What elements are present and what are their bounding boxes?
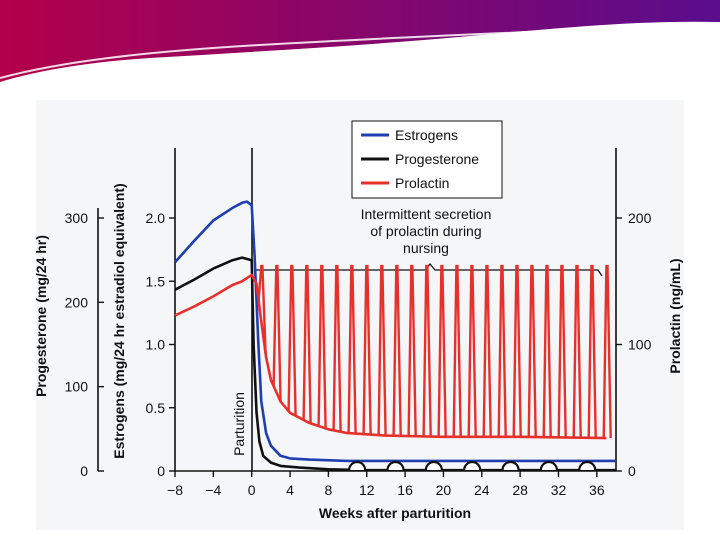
- prolactin-pulse: [437, 264, 447, 437]
- progesterone-tick-label: 100: [65, 379, 89, 395]
- progesterone-axis: 0 100 200 300: [65, 208, 104, 479]
- x-axis: −8 −4 0 4 8 12 16 20 24 28 32 36 Weeks after parturi…: [167, 471, 605, 521]
- prolactin-axis: 0 100 200: [616, 210, 652, 479]
- nursing-marker-arch: [424, 460, 443, 471]
- prolactin-pulse: [302, 264, 312, 424]
- prolactin-pulse: [572, 264, 582, 438]
- prolactin-pulse: [362, 264, 372, 435]
- estrogens-tick-label: 0.5: [146, 400, 166, 416]
- slide-header-banner: [0, 0, 720, 87]
- prolactin-pulse: [602, 264, 612, 439]
- prolactin-pulse: [287, 264, 297, 416]
- nursing-marker-arch: [348, 460, 367, 471]
- prolactin-pulse: [377, 264, 387, 436]
- legend-items: Estrogens Progesterone Prolactin: [361, 127, 479, 191]
- estrogens-tick-label: 1.0: [146, 337, 166, 353]
- prolactin-pulse: [587, 264, 597, 439]
- estrogens-axis: 0 0.5 1.0 1.5 2.0: [146, 210, 175, 479]
- estrogens-legend-label: Estrogens: [395, 127, 458, 143]
- x-tick-label: 8: [324, 482, 332, 498]
- x-tick-label: 16: [397, 482, 413, 498]
- x-tick-label: 36: [589, 482, 605, 498]
- prolactin-pulse: [452, 264, 462, 437]
- nursing-marker-arch: [463, 460, 482, 471]
- prolactin-pulse: [317, 264, 327, 429]
- nursing-markers: [348, 460, 597, 471]
- progesterone-tick-label: 300: [65, 210, 89, 226]
- x-tick-label: 20: [436, 482, 452, 498]
- prolactin-pulse: [347, 264, 357, 434]
- nursing-marker-arch: [539, 460, 558, 471]
- estrogens-tick-label: 2.0: [146, 210, 166, 226]
- banner-swoosh-3: [39, 35, 720, 87]
- prolactin-axis-title: Prolactin (ng/mL): [667, 258, 683, 373]
- progesterone-axis-title: Progesterone (mg/24 hr): [33, 235, 49, 397]
- progesterone-tick-label: 0: [80, 463, 88, 479]
- progesterone-tick-label: 200: [65, 294, 89, 310]
- nursing-annotation: Intermittent secretion of prolactin durin…: [361, 206, 492, 256]
- prolactin-pulse: [512, 264, 522, 437]
- nursing-marker-arch: [386, 460, 405, 471]
- nursing-annotation-line: of prolactin during: [370, 223, 481, 239]
- legend: Estrogens Progesterone Prolactin: [351, 120, 503, 199]
- prolactin-pulse: [527, 264, 537, 438]
- prolactin-pulse: [407, 264, 417, 437]
- prolactin-pulse: [392, 264, 402, 436]
- banner-wave: [0, 0, 720, 82]
- x-tick-label: 0: [248, 482, 256, 498]
- banner-swoosh-2: [9, 29, 720, 85]
- estrogens-tick-label: 1.5: [146, 273, 166, 289]
- prolactin-pulse: [332, 264, 342, 432]
- series-lines: [174, 200, 616, 472]
- prolactin-tick-label: 0: [628, 463, 636, 479]
- x-tick-label: 24: [474, 482, 490, 498]
- prolactin-series-line: [174, 273, 607, 440]
- estrogens-tick-label: 0: [157, 463, 165, 479]
- nursing-marker-arch: [501, 460, 520, 471]
- prolactin-pulse: [557, 264, 567, 438]
- banner-swoosh-1: [0, 23, 720, 79]
- x-tick-label: 4: [286, 482, 294, 498]
- prolactin-pulse: [497, 264, 507, 437]
- prolactin-pulse: [257, 264, 267, 354]
- prolactin-pulse: [467, 264, 477, 437]
- progesterone-legend-label: Progesterone: [395, 151, 479, 167]
- prolactin-tick-label: 200: [628, 210, 652, 226]
- prolactin-legend-label: Prolactin: [395, 175, 449, 191]
- x-tick-label: −8: [167, 482, 183, 498]
- nursing-annotation-line: Intermittent secretion: [361, 206, 492, 222]
- x-tick-label: 32: [551, 482, 567, 498]
- x-tick-label: 12: [359, 482, 375, 498]
- prolactin-tick-label: 100: [628, 337, 652, 353]
- x-tick-label: 28: [512, 482, 528, 498]
- prolactin-pulse: [272, 264, 282, 402]
- nursing-marker-arch: [578, 460, 597, 471]
- prolactin-pulse: [482, 264, 492, 437]
- estrogens-series-line: [174, 200, 616, 463]
- estrogens-axis-title: Estrogens (mg/24 hr estradiol equivalent…: [111, 183, 127, 458]
- nursing-annotation-line: nursing: [403, 240, 449, 256]
- left-axis-titles: Progesterone (mg/24 hr) Estrogens (mg/24…: [33, 183, 127, 458]
- x-tick-label: −4: [205, 482, 221, 498]
- prolactin-pulse: [542, 264, 552, 438]
- parturition-label: Parturition: [231, 392, 247, 456]
- prolactin-pulse: [422, 264, 432, 437]
- x-axis-title: Weeks after parturition: [319, 505, 471, 521]
- progesterone-series-line: [174, 256, 616, 472]
